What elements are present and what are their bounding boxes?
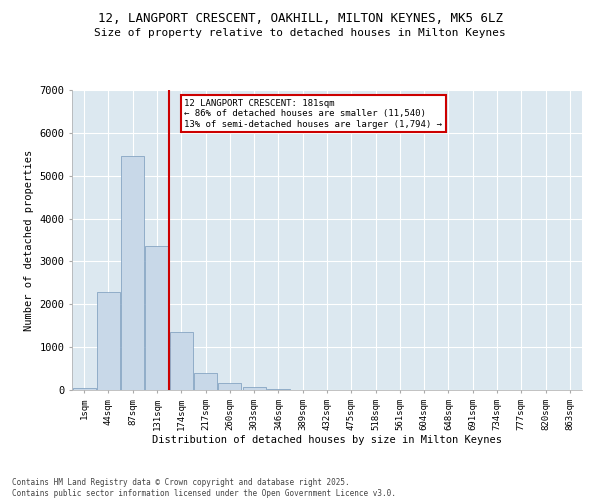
Y-axis label: Number of detached properties: Number of detached properties <box>24 150 34 330</box>
Bar <box>242 387 266 390</box>
X-axis label: Distribution of detached houses by size in Milton Keynes: Distribution of detached houses by size … <box>152 436 502 446</box>
Text: Size of property relative to detached houses in Milton Keynes: Size of property relative to detached ho… <box>94 28 506 38</box>
Text: 12 LANGPORT CRESCENT: 181sqm
← 86% of detached houses are smaller (11,540)
13% o: 12 LANGPORT CRESCENT: 181sqm ← 86% of de… <box>184 99 442 129</box>
Text: Contains HM Land Registry data © Crown copyright and database right 2025.
Contai: Contains HM Land Registry data © Crown c… <box>12 478 396 498</box>
Bar <box>145 246 169 390</box>
Bar <box>267 389 290 390</box>
Bar <box>194 373 217 390</box>
Bar <box>97 292 120 390</box>
Bar <box>170 332 193 390</box>
Bar <box>73 388 95 390</box>
Bar <box>218 382 241 390</box>
Bar <box>121 156 144 390</box>
Text: 12, LANGPORT CRESCENT, OAKHILL, MILTON KEYNES, MK5 6LZ: 12, LANGPORT CRESCENT, OAKHILL, MILTON K… <box>97 12 503 26</box>
